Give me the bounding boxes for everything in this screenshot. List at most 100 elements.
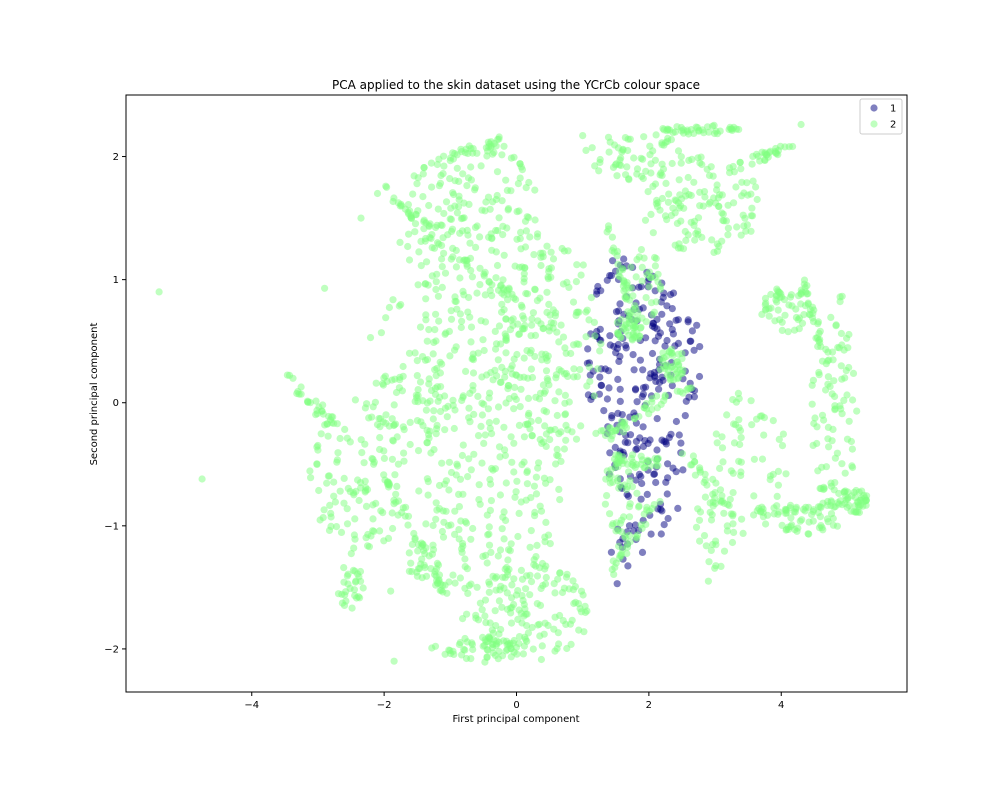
scatter-point-series-2 [816,336,824,344]
scatter-point-series-2 [376,434,384,442]
scatter-point-series-2 [325,472,333,480]
scatter-point-series-2 [450,190,458,199]
scatter-point-series-2 [321,284,329,292]
scatter-point-series-2 [341,425,349,433]
scatter-point-series-2 [827,482,836,490]
scatter-point-series-2 [551,589,559,597]
scatter-point-series-2 [434,239,442,247]
scatter-point-series-2 [688,461,696,469]
scatter-point-series-2 [606,510,614,518]
scatter-point-series-2 [405,549,413,557]
scatter-point-series-2 [507,433,515,441]
scatter-point-series-2 [776,289,784,297]
scatter-point-series-2 [436,179,445,187]
scatter-point-series-2 [555,485,563,493]
scatter-point-series-1 [653,446,661,454]
scatter-point-series-2 [736,158,744,167]
scatter-point-series-2 [621,134,630,142]
scatter-point-series-2 [511,493,519,501]
scatter-point-series-2 [436,407,445,416]
scatter-point-series-2 [491,651,500,660]
scatter-point-series-2 [529,645,537,653]
scatter-point-series-2 [469,145,477,153]
scatter-point-series-2 [522,227,531,235]
scatter-point-series-2 [729,510,737,518]
scatter-point-series-2 [772,149,780,157]
scatter-point-series-2 [617,154,625,162]
scatter-point-series-2 [439,234,447,242]
scatter-point-series-2 [676,191,684,199]
scatter-point-series-2 [689,452,698,460]
scatter-point-series-2 [723,522,731,530]
scatter-point-series-2 [789,142,797,151]
scatter-point-series-2 [630,414,639,422]
scatter-point-series-2 [351,578,360,586]
scatter-point-series-2 [739,211,747,219]
scatter-point-series-2 [544,621,552,630]
scatter-point-series-2 [465,404,473,412]
scatter-point-series-1 [632,446,640,454]
scatter-point-series-2 [358,449,366,457]
scatter-point-series-2 [508,581,516,589]
scatter-point-series-2 [444,402,452,410]
scatter-point-series-1 [693,321,701,329]
scatter-point-series-2 [652,254,660,263]
scatter-point-series-2 [476,281,484,289]
scatter-point-series-2 [325,526,334,535]
x-tick-label: −4 [244,700,259,711]
scatter-point-series-2 [544,273,552,281]
scatter-point-series-2 [673,123,681,131]
scatter-point-series-2 [393,482,401,490]
scatter-point-series-2 [500,423,508,431]
scatter-point-series-2 [797,120,805,129]
scatter-point-series-2 [458,651,466,659]
scatter-point-series-2 [383,183,391,191]
scatter-point-series-2 [512,488,520,496]
scatter-point-series-2 [569,298,578,306]
scatter-point-series-1 [660,521,668,529]
scatter-point-series-2 [455,526,463,534]
scatter-point-series-2 [713,186,721,194]
scatter-point-series-2 [482,551,490,560]
scatter-point-series-2 [432,499,440,507]
scatter-point-series-1 [647,530,655,538]
scatter-point-series-2 [794,524,802,532]
scatter-point-series-2 [617,315,625,324]
scatter-point-series-2 [620,419,628,427]
scatter-point-series-2 [590,318,599,326]
scatter-point-series-2 [455,490,463,498]
scatter-point-series-2 [631,304,640,313]
legend: 12 [859,98,903,135]
scatter-point-series-2 [463,226,471,234]
scatter-point-series-1 [672,417,681,426]
scatter-point-series-2 [611,427,620,435]
scatter-point-series-2 [377,329,385,337]
scatter-point-series-2 [404,201,412,209]
scatter-point-series-2 [617,550,625,558]
scatter-point-series-1 [620,255,628,263]
scatter-point-series-2 [317,430,325,438]
scatter-point-series-2 [747,227,755,235]
scatter-point-series-2 [820,416,828,424]
scatter-point-series-2 [737,468,745,476]
scatter-point-series-2 [512,395,520,404]
scatter-point-series-2 [563,278,571,286]
scatter-point-series-2 [703,481,711,489]
scatter-point-series-2 [478,459,486,467]
scatter-point-series-2 [426,233,434,242]
scatter-point-series-2 [432,515,440,523]
scatter-point-series-2 [481,431,489,439]
scatter-point-series-2 [730,420,738,428]
scatter-point-series-2 [700,129,708,137]
scatter-point-series-2 [510,439,518,447]
scatter-point-series-2 [483,152,491,160]
scatter-point-series-2 [658,141,666,149]
scatter-point-series-2 [543,308,551,316]
scatter-point-series-1 [630,366,638,374]
scatter-point-series-2 [510,383,519,391]
scatter-point-series-2 [461,634,469,643]
scatter-point-series-2 [541,538,549,546]
scatter-point-series-2 [778,442,787,450]
scatter-point-series-2 [617,516,626,524]
scatter-point-series-2 [715,202,723,210]
